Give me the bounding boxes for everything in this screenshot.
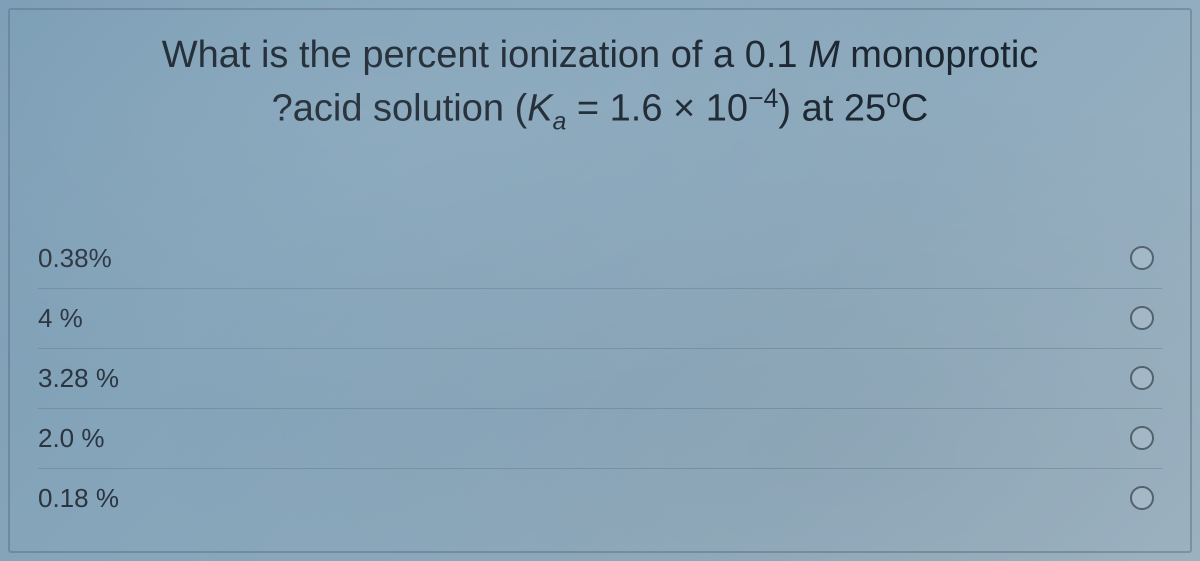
question-line2-close: ) at 25 — [778, 88, 886, 130]
option-label: 0.38% — [38, 243, 112, 274]
option-label: 0.18 % — [38, 483, 119, 514]
question-line1-m: M — [808, 34, 840, 76]
option-row[interactable]: 4 % — [38, 289, 1162, 349]
radio-button[interactable] — [1130, 306, 1154, 330]
quiz-container: What is the percent ionization of a 0.1 … — [8, 8, 1192, 553]
question-line1-suffix: monoprotic — [840, 34, 1039, 76]
question-line2-prefix: ?acid solution ( — [272, 88, 528, 130]
radio-button[interactable] — [1130, 426, 1154, 450]
question-line2-c: C — [901, 88, 928, 130]
radio-button[interactable] — [1130, 486, 1154, 510]
option-label: 2.0 % — [38, 423, 105, 454]
option-label: 3.28 % — [38, 363, 119, 394]
option-row[interactable]: 0.38% — [38, 229, 1162, 289]
question-text: What is the percent ionization of a 0.1 … — [78, 30, 1122, 139]
option-row[interactable]: 3.28 % — [38, 349, 1162, 409]
question-block: What is the percent ionization of a 0.1 … — [38, 30, 1162, 139]
question-line1-prefix: What is the percent ionization of a 0.1 — [162, 34, 808, 76]
question-line2-deg: o — [886, 83, 901, 113]
radio-button[interactable] — [1130, 246, 1154, 270]
radio-button[interactable] — [1130, 366, 1154, 390]
question-line2-eq: = 1.6 × 10 — [566, 88, 748, 130]
question-line2-k: K — [527, 88, 552, 130]
question-line2-a: a — [553, 109, 567, 136]
options-list: 0.38% 4 % 3.28 % 2.0 % 0.18 % — [38, 229, 1162, 528]
question-line2-exp: −4 — [748, 83, 778, 113]
option-row[interactable]: 2.0 % — [38, 409, 1162, 469]
option-label: 4 % — [38, 303, 83, 334]
option-row[interactable]: 0.18 % — [38, 469, 1162, 528]
